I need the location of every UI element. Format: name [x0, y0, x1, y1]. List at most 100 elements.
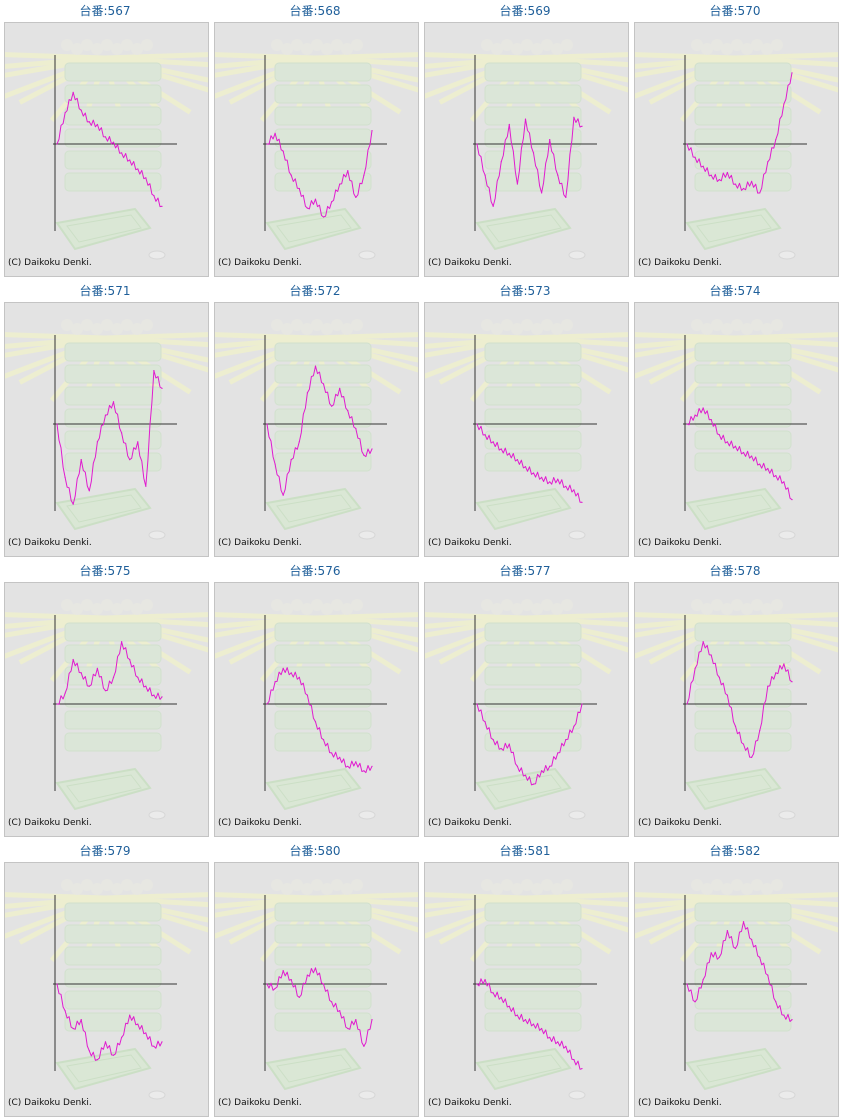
machine-number-link[interactable]: 台番:576 [289, 564, 341, 578]
data-point [581, 1067, 583, 1070]
machine-illustration-watermark [215, 599, 418, 820]
machine-number-link[interactable]: 台番:569 [499, 4, 551, 18]
copyright-text: (C) Daikoku Denki. [218, 818, 302, 828]
data-point [274, 463, 276, 465]
copyright-text: (C) Daikoku Denki. [638, 538, 722, 548]
machine-graph[interactable]: (C) Daikoku Denki. [634, 22, 839, 277]
data-point [581, 125, 583, 127]
line-chart-svg [635, 39, 838, 260]
machine-graph[interactable]: (C) Daikoku Denki. [214, 22, 419, 277]
data-point [791, 499, 793, 501]
data-point [759, 956, 761, 958]
data-point [290, 459, 292, 461]
data-point [314, 721, 317, 723]
machine-illustration-watermark [425, 319, 628, 540]
data-point [549, 765, 551, 767]
machine-number-link[interactable]: 台番:579 [79, 844, 131, 858]
data-point [751, 180, 753, 182]
machine-graph[interactable]: (C) Daikoku Denki. [634, 862, 839, 1117]
data-point [500, 996, 502, 998]
machine-number-link[interactable]: 台番:570 [709, 4, 761, 18]
data-point [492, 992, 494, 994]
data-point [137, 168, 139, 170]
machine-number-link[interactable]: 台番:578 [709, 564, 761, 578]
data-point [484, 434, 486, 436]
data-point [532, 152, 535, 154]
machine-card: 台番:581 (C) Daikoku Denki. [420, 840, 630, 1120]
machine-number-link[interactable]: 台番:580 [289, 844, 341, 858]
data-point [508, 743, 510, 745]
machine-graph[interactable]: (C) Daikoku Denki. [634, 582, 839, 837]
machine-graph[interactable]: (C) Daikoku Denki. [424, 862, 629, 1117]
machine-number-link[interactable]: 台番:582 [709, 844, 761, 858]
machine-number-link[interactable]: 台番:568 [289, 4, 341, 18]
machine-illustration-watermark [425, 879, 628, 1100]
data-point [290, 672, 292, 674]
machine-number-link[interactable]: 台番:573 [499, 284, 551, 298]
data-point [718, 956, 720, 958]
data-point [306, 392, 308, 394]
machine-number-link[interactable]: 台番:567 [79, 4, 131, 18]
data-point [80, 109, 82, 111]
machine-number-link[interactable]: 台番:574 [709, 284, 761, 298]
data-point [104, 1041, 107, 1043]
machine-graph[interactable]: (C) Daikoku Denki. [4, 582, 209, 837]
data-point [775, 672, 777, 674]
data-point [524, 774, 527, 776]
data-point [557, 752, 559, 754]
data-point [355, 761, 357, 763]
machine-graph[interactable]: (C) Daikoku Denki. [424, 302, 629, 557]
data-point [121, 152, 123, 154]
line-chart-svg [5, 319, 208, 540]
machine-number-link[interactable]: 台番:572 [289, 284, 341, 298]
machine-graph[interactable]: (C) Daikoku Denki. [424, 22, 629, 277]
data-point [484, 978, 486, 981]
data-point [112, 401, 115, 403]
line-chart-svg [215, 39, 418, 260]
machine-graph[interactable]: (C) Daikoku Denki. [214, 862, 419, 1117]
data-point [371, 448, 373, 450]
data-point [161, 1041, 163, 1043]
machine-number-link[interactable]: 台番:571 [79, 284, 131, 298]
machine-graph[interactable]: (C) Daikoku Denki. [214, 302, 419, 557]
payout-line-series [266, 130, 373, 218]
machine-graph[interactable]: (C) Daikoku Denki. [634, 302, 839, 557]
machine-graph[interactable]: (C) Daikoku Denki. [4, 22, 209, 277]
machine-illustration-watermark [215, 39, 418, 260]
data-point [532, 472, 535, 474]
data-point [694, 414, 696, 416]
machine-card: 台番:578 (C) Daikoku Denki. [630, 560, 840, 840]
machine-number-link[interactable]: 台番:575 [79, 564, 131, 578]
data-point [137, 676, 139, 678]
data-point [306, 974, 308, 976]
machine-graph[interactable]: (C) Daikoku Denki. [424, 582, 629, 837]
data-point [686, 423, 688, 425]
data-point [783, 1014, 785, 1016]
copyright-text: (C) Daikoku Denki. [8, 538, 92, 548]
data-point [476, 983, 478, 985]
data-point [72, 658, 74, 661]
data-point [694, 156, 696, 158]
data-point [88, 685, 90, 687]
copyright-text: (C) Daikoku Denki. [218, 1098, 302, 1108]
data-point [694, 667, 696, 669]
machine-illustration-watermark [5, 599, 208, 820]
payout-line-series [686, 921, 793, 1022]
data-point [565, 739, 567, 741]
data-point [363, 454, 365, 456]
machine-graph[interactable]: (C) Daikoku Denki. [4, 862, 209, 1117]
data-point [56, 983, 58, 985]
data-point [492, 205, 494, 207]
copyright-text: (C) Daikoku Denki. [8, 1098, 92, 1108]
machine-graph[interactable]: (C) Daikoku Denki. [4, 302, 209, 557]
data-point [524, 1019, 527, 1021]
data-point [742, 451, 745, 454]
data-point [121, 432, 123, 434]
machine-number-link[interactable]: 台番:577 [499, 564, 551, 578]
machine-card: 台番:576 (C) Daikoku Denki. [210, 560, 420, 840]
payout-line-series [56, 641, 163, 705]
data-point [492, 739, 494, 741]
data-point [734, 183, 737, 185]
machine-graph[interactable]: (C) Daikoku Denki. [214, 582, 419, 837]
machine-number-link[interactable]: 台番:581 [499, 844, 551, 858]
